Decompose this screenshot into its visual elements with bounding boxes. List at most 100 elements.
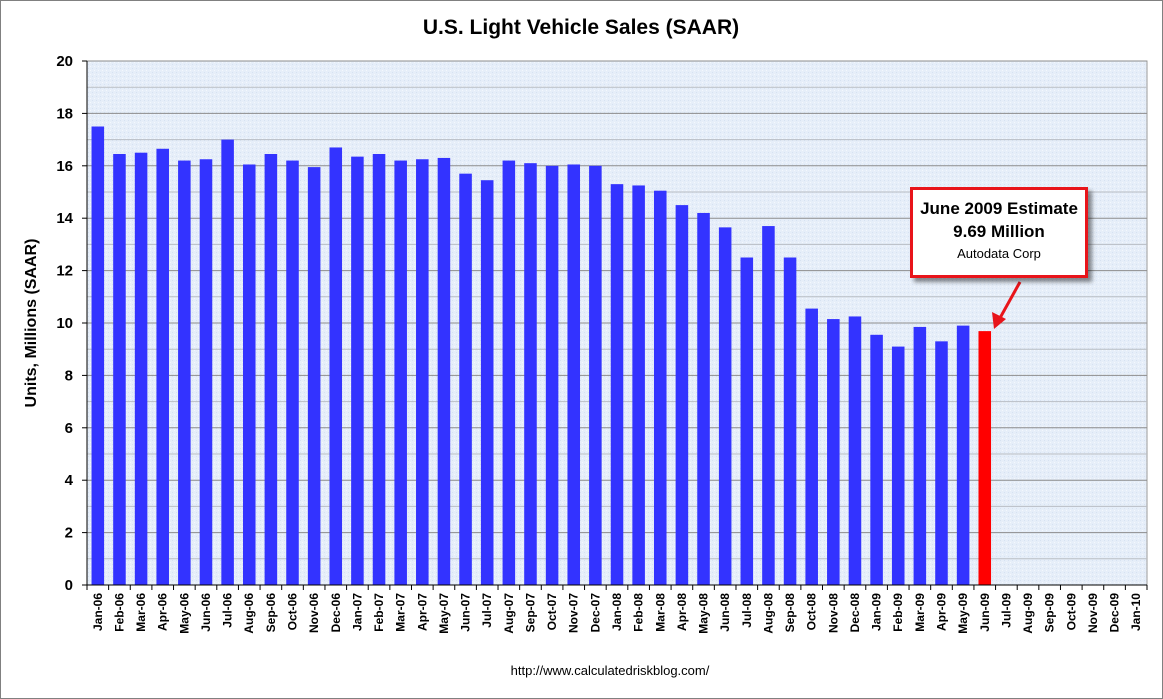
bar-May-08 xyxy=(697,212,710,585)
x-tick-label: Jul-06 xyxy=(221,593,235,628)
y-tick-label: 14 xyxy=(56,210,73,227)
x-tick-label: Apr-06 xyxy=(156,593,170,631)
bar-Apr-09 xyxy=(935,341,948,585)
x-tick-label: Aug-07 xyxy=(502,593,516,634)
x-tick-label: Oct-08 xyxy=(805,593,819,631)
x-tick-label: Jan-09 xyxy=(870,593,884,631)
bar-Dec-06 xyxy=(329,147,343,585)
x-tick-label: Jun-09 xyxy=(978,593,992,632)
bar-Nov-08 xyxy=(827,319,840,585)
bar-Feb-06 xyxy=(113,154,126,585)
bar-Jul-08 xyxy=(740,257,754,585)
bar-Jul-06 xyxy=(221,139,234,585)
y-tick-label: 0 xyxy=(65,577,73,594)
x-tick-label: Nov-07 xyxy=(567,593,581,633)
x-tick-label: Dec-08 xyxy=(848,593,862,633)
x-tick-label: Jan-06 xyxy=(91,593,105,631)
x-tick-label: Mar-08 xyxy=(653,593,667,632)
y-tick-label: 10 xyxy=(56,315,73,332)
x-tick-label: Sep-08 xyxy=(783,593,797,633)
x-tick-label: Mar-07 xyxy=(394,593,408,632)
x-tick-label: Oct-09 xyxy=(1064,593,1078,631)
bar-Aug-08 xyxy=(762,226,775,585)
bar-Oct-08 xyxy=(805,308,818,585)
x-tick-label: Nov-09 xyxy=(1086,593,1100,633)
bar-Jun-07 xyxy=(459,173,472,585)
x-tick-label: Jul-07 xyxy=(480,593,494,628)
y-tick-label: 4 xyxy=(65,472,74,489)
x-tick-label: Dec-07 xyxy=(588,593,602,633)
x-tick-label: Mar-09 xyxy=(913,593,927,632)
x-tick-label: Apr-09 xyxy=(934,593,948,631)
bar-Oct-07 xyxy=(545,165,559,586)
axes xyxy=(82,60,1148,590)
y-tick-label: 20 xyxy=(56,53,73,70)
bar-Apr-06 xyxy=(156,148,169,585)
x-tick-label: Nov-06 xyxy=(307,593,321,633)
bar-Aug-06 xyxy=(242,164,256,586)
x-tick-label: Oct-07 xyxy=(545,593,559,631)
bar-Jan-09 xyxy=(870,334,883,585)
bar-Sep-07 xyxy=(524,163,537,585)
y-axis-title: Units, Millions (SAAR) xyxy=(23,239,40,408)
x-tick-label: Aug-06 xyxy=(242,593,256,634)
bar-Jan-06 xyxy=(91,126,105,585)
bar-Jan-08 xyxy=(610,184,624,585)
x-tick-label: Dec-09 xyxy=(1108,593,1122,633)
bar-Oct-06 xyxy=(286,160,299,585)
chart-title: U.S. Light Vehicle Sales (SAAR) xyxy=(423,16,739,39)
x-tick-label: Jun-07 xyxy=(459,593,473,632)
x-tick-label: Feb-06 xyxy=(112,593,126,632)
callout-arrow xyxy=(992,281,1022,329)
bar-Feb-09 xyxy=(891,346,905,585)
bar-Jul-07 xyxy=(480,180,494,585)
bar-Nov-06 xyxy=(307,167,321,586)
x-tick-label: Sep-07 xyxy=(523,593,537,633)
bar-Dec-08 xyxy=(848,316,862,585)
y-tick-labels: 0 2 4 6 8 10 12 14 16 18 20 xyxy=(56,53,73,594)
bar-Apr-07 xyxy=(416,159,429,585)
x-tick-label: Feb-08 xyxy=(632,593,646,632)
x-tick-label: Feb-07 xyxy=(372,593,386,632)
x-tick-label: Jan-07 xyxy=(350,593,364,631)
bar-May-07 xyxy=(437,157,451,585)
bar-Dec-07 xyxy=(589,165,602,586)
x-tick-label: Nov-08 xyxy=(826,593,840,633)
x-tick-label: Feb-09 xyxy=(891,593,905,632)
bar-Sep-08 xyxy=(783,257,797,585)
bar-Aug-07 xyxy=(502,160,516,585)
x-tick-label: May-09 xyxy=(956,593,970,634)
bar-Nov-07 xyxy=(567,164,581,586)
y-tick-label: 16 xyxy=(56,158,73,175)
x-tick-label: Mar-06 xyxy=(134,593,148,632)
x-tick-label: Apr-08 xyxy=(675,593,689,631)
y-tick-label: 18 xyxy=(56,105,73,122)
bar-Mar-09 xyxy=(913,326,927,585)
x-tick-label: Sep-06 xyxy=(264,593,278,633)
y-tick-label: 2 xyxy=(65,525,73,542)
bar-Jan-07 xyxy=(351,156,364,585)
x-tick-label: Jul-09 xyxy=(999,593,1013,628)
source-url: http://www.calculatedriskblog.com/ xyxy=(511,663,710,678)
x-tick-label: Jan-10 xyxy=(1129,593,1143,631)
y-tick-label: 8 xyxy=(65,367,73,384)
x-tick-label: Dec-06 xyxy=(329,593,343,633)
x-tick-label: Aug-09 xyxy=(1021,593,1035,634)
x-tick-label: May-06 xyxy=(177,593,191,634)
x-tick-label: May-08 xyxy=(697,593,711,634)
bar-Mar-08 xyxy=(653,190,667,585)
y-tick-label: 12 xyxy=(56,263,73,280)
x-tick-label: Jun-08 xyxy=(718,593,732,632)
bar-Feb-08 xyxy=(632,185,645,585)
x-tick-labels: Jan-06 Feb-06 Mar-06 Apr-06 May-06 Jun-06 Jul-… xyxy=(91,593,1143,634)
x-tick-label: May-07 xyxy=(437,593,451,634)
x-tick-label: Apr-07 xyxy=(415,593,429,631)
bar-May-06 xyxy=(178,160,191,585)
highlight-bar-Jun-09 xyxy=(978,331,992,585)
bar-Jun-06 xyxy=(199,159,213,585)
callout-source: Autodata Corp xyxy=(957,246,1041,261)
x-tick-label: Oct-06 xyxy=(286,593,300,631)
bar-Sep-06 xyxy=(264,154,278,585)
y-tick-label: 6 xyxy=(65,420,73,437)
